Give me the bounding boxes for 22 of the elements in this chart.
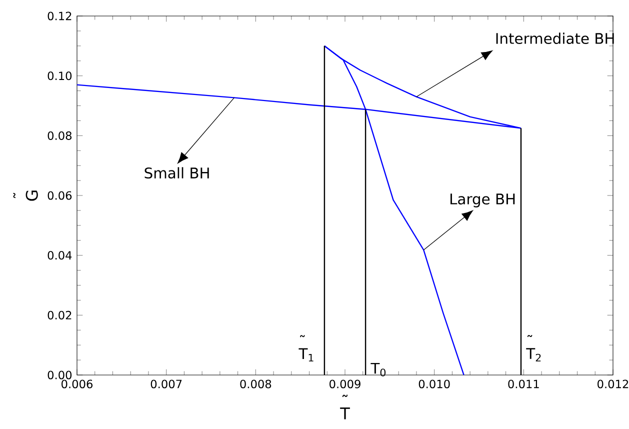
x-axis-title: ˜ T [340, 394, 350, 420]
y-tick-label: 0.12 [48, 12, 72, 20]
x-tick-label: 0.012 [598, 380, 628, 388]
x-tick-label: 0.010 [418, 380, 450, 388]
annotation: ˜ T$_{2}$ [526, 334, 541, 362]
x-tick-label: 0.006 [62, 380, 93, 388]
annotation: Intermediate BH [496, 32, 614, 44]
annotation: ˜ T$_{1}$ [298, 335, 314, 362]
y-tick-label: 0.08 [48, 131, 72, 140]
x-tick-label: 0.008 [240, 380, 272, 388]
annotation: Large BH [450, 194, 515, 208]
y-tick-label: 0.10 [48, 72, 72, 80]
y-tick-label: 0.00 [48, 370, 72, 380]
y-axis-title: ˜ G [13, 190, 38, 201]
y-tick-label: 0.04 [48, 251, 72, 260]
x-tick-label: 0.011 [508, 380, 539, 388]
annotation: T$_{0}$ [370, 362, 386, 376]
y-tick-label: 0.06 [48, 191, 72, 200]
y-tick-label: 0.02 [48, 310, 72, 320]
annotation: Small BH [144, 167, 209, 179]
x-tick-label: 0.007 [150, 380, 182, 388]
x-tick-label: 0.009 [330, 380, 360, 388]
